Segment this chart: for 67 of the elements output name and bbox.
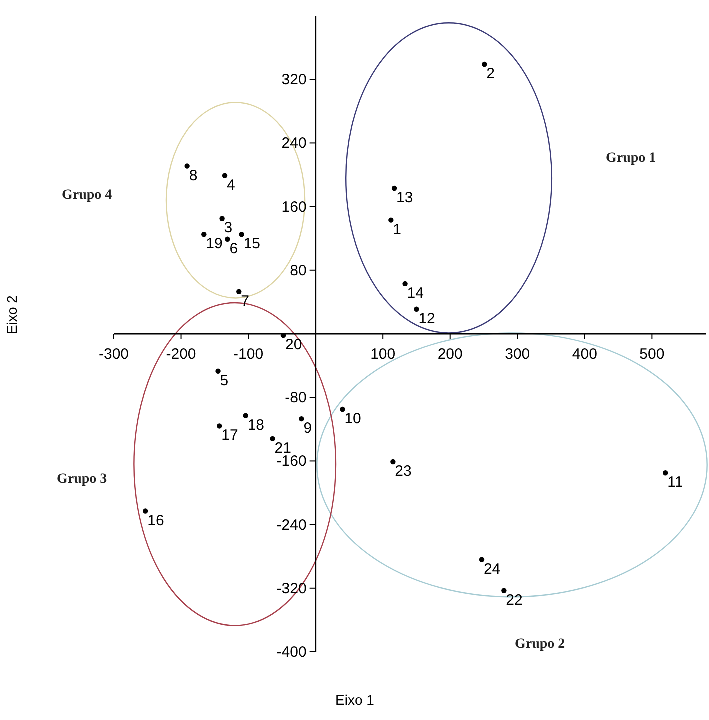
point [270, 436, 276, 442]
series-label: 13 [396, 190, 414, 207]
x-tick-label: 500 [640, 346, 665, 363]
series-label: 2 [486, 65, 496, 82]
point [402, 281, 408, 287]
point [414, 306, 420, 312]
series-label: 15 [244, 236, 261, 253]
y-tick-label: -240 [276, 516, 307, 534]
y-tick-label: -80 [285, 390, 307, 407]
x-tick-label: 400 [572, 346, 598, 363]
y-tick-label: -400 [276, 644, 307, 661]
x-tick-label: 300 [505, 346, 530, 363]
series-label: 22 [506, 592, 523, 609]
y-tick-label: 80 [290, 262, 307, 280]
series-label: 24 [484, 560, 501, 578]
series-label: 18 [248, 416, 265, 434]
x-tick-label: 100 [370, 346, 396, 363]
y-tick-label: 240 [282, 135, 307, 152]
series-label: 23 [395, 462, 412, 480]
series-label: 14 [407, 284, 424, 302]
annotation: Grupo 2 [515, 637, 566, 652]
text: Grupo 3 [57, 472, 108, 487]
point [299, 416, 304, 422]
series-label: 16 [148, 512, 164, 530]
point [482, 62, 488, 68]
point [225, 236, 230, 242]
point [236, 289, 242, 294]
text: Grupo 4 [62, 188, 112, 203]
series-label: 19 [206, 236, 223, 253]
point [202, 232, 207, 238]
x-axis-title: Eixo 1 [336, 692, 375, 708]
y-tick-label: 160 [282, 198, 307, 216]
series-label: 8 [189, 167, 198, 184]
point [243, 413, 248, 418]
series-label: 6 [230, 240, 238, 258]
point [663, 470, 668, 476]
point [222, 173, 228, 178]
series-label: 20 [286, 336, 302, 354]
x-tick-label: -300 [98, 346, 130, 363]
point [340, 406, 346, 412]
y-tick-label: 320 [282, 72, 307, 89]
point [388, 218, 394, 223]
x-tick-label: -100 [234, 346, 264, 363]
point [479, 557, 485, 562]
point [143, 508, 148, 514]
point [220, 216, 225, 222]
x-tick-label: 200 [438, 346, 463, 363]
annotation: Grupo 1 [606, 151, 656, 166]
series-label: 5 [220, 372, 229, 390]
series-label: 4 [227, 176, 236, 194]
series-label: 12 [418, 310, 436, 328]
point [392, 186, 398, 192]
series-label: 11 [668, 474, 684, 492]
series-label: 9 [304, 420, 312, 438]
point [502, 588, 507, 594]
series-label: 10 [344, 410, 362, 428]
text: Eixo 2 [4, 295, 20, 334]
point [239, 232, 244, 238]
series-label: 17 [222, 427, 238, 444]
point [280, 332, 286, 338]
point [390, 459, 396, 465]
point [184, 164, 190, 169]
series-label: 3 [224, 220, 233, 237]
x-tick-label: -200 [166, 346, 196, 363]
point [216, 368, 221, 374]
point [217, 424, 222, 429]
series-label: 1 [393, 221, 402, 238]
